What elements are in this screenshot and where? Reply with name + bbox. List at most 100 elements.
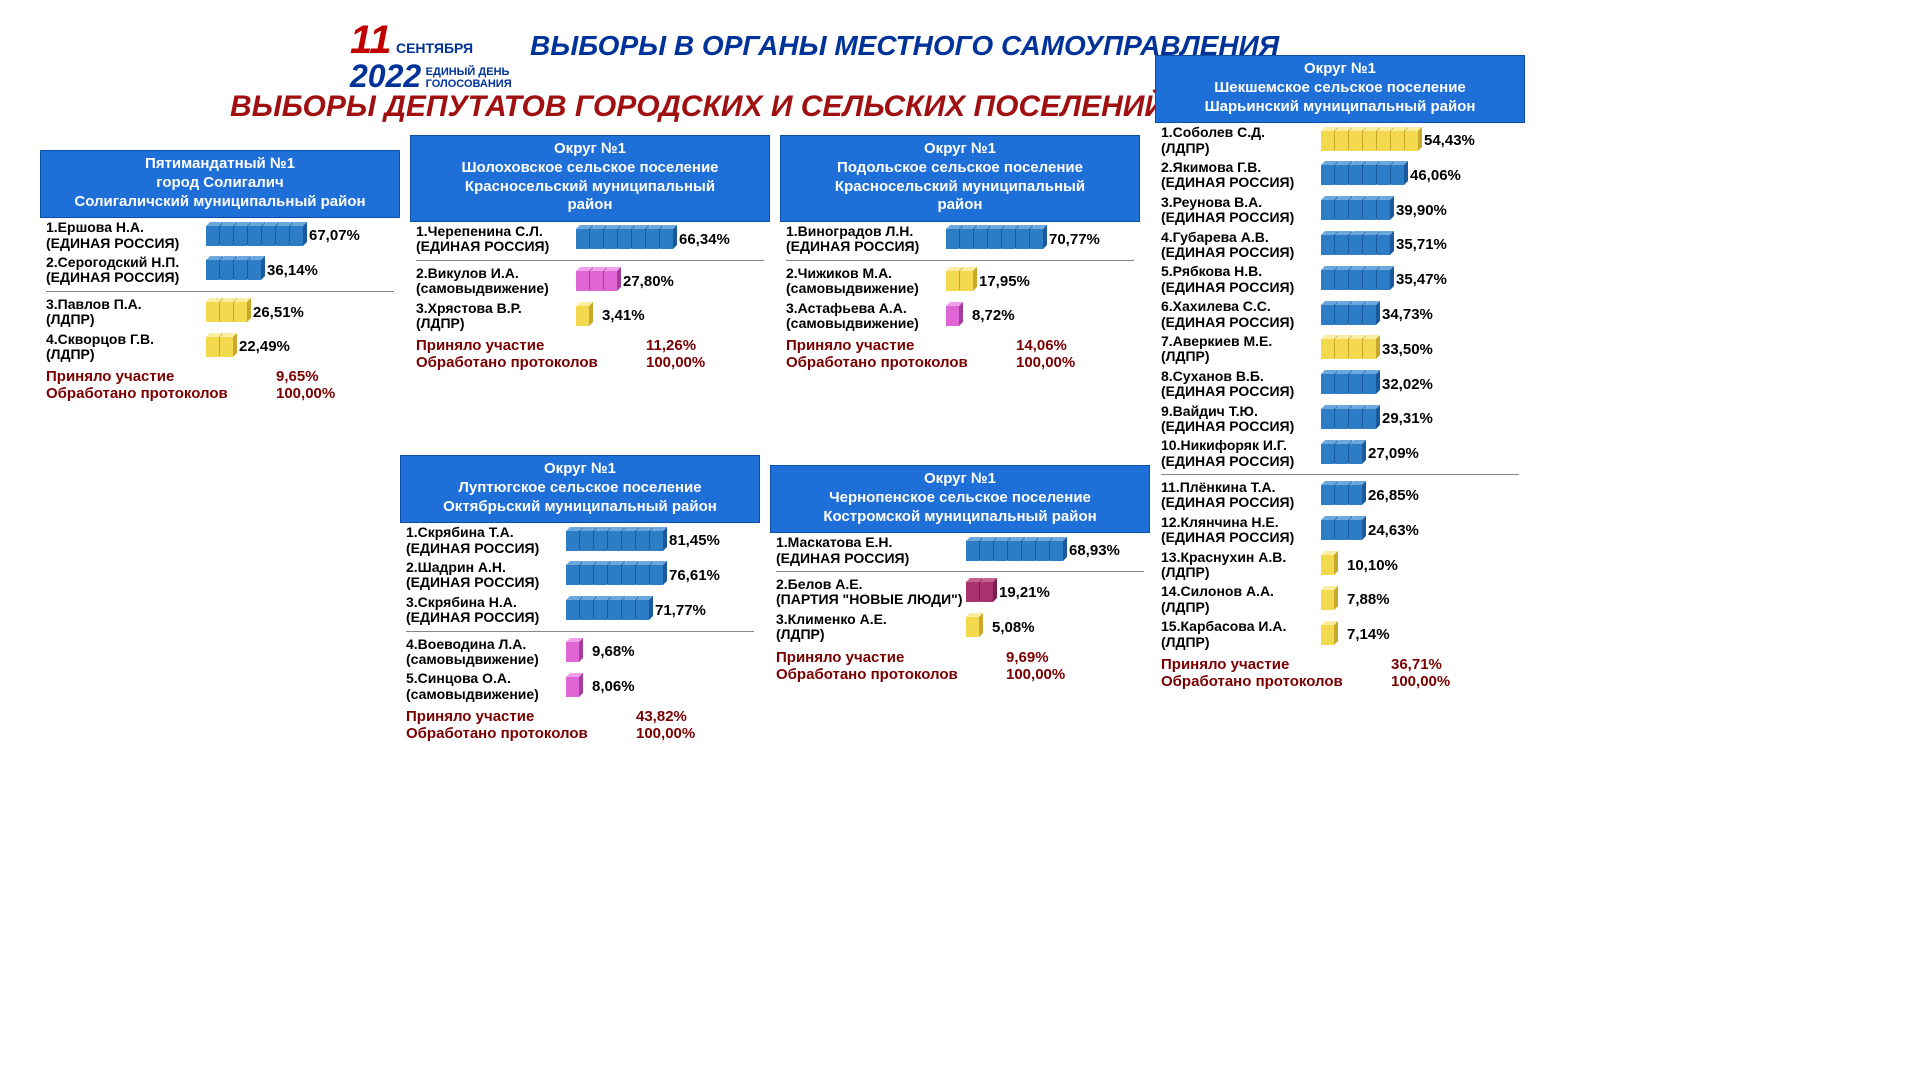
bar-cube — [980, 582, 993, 602]
candidate-label: 8.Суханов В.Б.(ЕДИНАЯ РОССИЯ) — [1161, 369, 1321, 400]
bar-cube — [1335, 374, 1348, 394]
candidate-percent: 32,02% — [1382, 376, 1433, 393]
bar-cube — [980, 541, 993, 561]
candidate-label: 1.Ершова Н.А.(ЕДИНАЯ РОССИЯ) — [46, 220, 206, 251]
bar-cube — [650, 565, 663, 585]
candidate-row: 4.Скворцов Г.В.(ЛДПР)22,49% — [40, 330, 400, 365]
candidate-percent: 39,90% — [1396, 202, 1447, 219]
bar-cube — [594, 600, 607, 620]
bar-cube — [1391, 131, 1404, 151]
candidate-row: 5.Синцова О.А.(самовыдвижение)8,06% — [400, 669, 760, 704]
panel-header: Пятимандатный №1город СолигаличСолигалич… — [40, 150, 400, 218]
bar-cube — [1349, 305, 1362, 325]
panel-stats: Приняло участие9,69%Обработано протоколо… — [770, 645, 1150, 683]
candidate-row: 9.Вайдич Т.Ю.(ЕДИНАЯ РОССИЯ)29,31% — [1155, 402, 1525, 437]
candidate-percent: 5,08% — [992, 619, 1035, 636]
candidate-label: 7.Аверкиев М.Е.(ЛДПР) — [1161, 334, 1321, 365]
candidate-percent: 10,10% — [1347, 557, 1398, 574]
page-subtitle: ВЫБОРЫ ДЕПУТАТОВ ГОРОДСКИХ И СЕЛЬСКИХ ПО… — [230, 90, 1166, 124]
bar-cube — [220, 337, 233, 357]
bar-cube — [1349, 235, 1362, 255]
panel-header: Округ №1Чернопенское сельское поселениеК… — [770, 465, 1150, 533]
candidate-label: 2.Серогодский Н.П.(ЕДИНАЯ РОССИЯ) — [46, 255, 206, 286]
candidate-percent: 29,31% — [1382, 410, 1433, 427]
candidate-row: 1.Черепенина С.Л.(ЕДИНАЯ РОССИЯ)66,34% — [410, 222, 770, 257]
bar-cube — [1030, 229, 1043, 249]
bar-cube — [1022, 541, 1035, 561]
bar-cube — [1377, 270, 1390, 290]
candidate-percent: 24,63% — [1368, 522, 1419, 539]
bar-cube — [1363, 270, 1376, 290]
candidate-percent: 66,34% — [679, 231, 730, 248]
bar-cube — [660, 229, 673, 249]
bar-group — [1321, 444, 1362, 464]
bar-cube — [1321, 409, 1334, 429]
candidate-row: 3.Реунова В.А.(ЕДИНАЯ РОССИЯ) 39,90% — [1155, 193, 1525, 228]
bar-cube — [566, 677, 579, 697]
candidate-row: 11.Плёнкина Т.А.(ЕДИНАЯ РОССИЯ)26,85% — [1155, 478, 1525, 513]
candidate-row: 12.Клянчина Н.Е.(ЕДИНАЯ РОССИЯ)24,63% — [1155, 513, 1525, 548]
candidate-label: 3.Реунова В.А.(ЕДИНАЯ РОССИЯ) — [1161, 195, 1321, 226]
candidate-label: 5.Синцова О.А.(самовыдвижение) — [406, 671, 566, 702]
bar-cube — [262, 226, 275, 246]
bar-group — [206, 226, 303, 246]
panel-header: Округ №1Шолоховское сельское поселениеКр… — [410, 135, 770, 222]
logo-day: 11 — [350, 18, 392, 62]
candidate-row: 2.Белов А.Е.(ПАРТИЯ "НОВЫЕ ЛЮДИ")19,21% — [770, 575, 1150, 610]
candidate-percent: 36,14% — [267, 262, 318, 279]
turnout-label: Приняло участие — [1161, 656, 1391, 673]
candidate-row: 1.Маскатова Е.Н.(ЕДИНАЯ РОССИЯ)68,93% — [770, 533, 1150, 568]
candidate-row: 6.Хахилева С.С.(ЕДИНАЯ РОССИЯ)34,73% — [1155, 297, 1525, 332]
processed-label: Обработано протоколов — [416, 354, 646, 371]
candidate-row: 3.Скрябина Н.А.(ЕДИНАЯ РОССИЯ)71,77% — [400, 593, 760, 628]
processed-value: 100,00% — [1016, 354, 1075, 371]
candidate-row: 1.Ершова Н.А.(ЕДИНАЯ РОССИЯ)67,07% — [40, 218, 400, 253]
candidate-percent: 17,95% — [979, 273, 1030, 290]
candidate-percent: 3,41% — [602, 307, 645, 324]
bar-cube — [276, 226, 289, 246]
candidate-label: 1.Виноградов Л.Н.(ЕДИНАЯ РОССИЯ) — [786, 224, 946, 255]
candidate-label: 10.Никифоряк И.Г.(ЕДИНАЯ РОССИЯ) — [1161, 438, 1321, 469]
bar-cube — [1335, 339, 1348, 359]
bar-cube — [1321, 270, 1334, 290]
candidate-label: 2.Шадрин А.Н.(ЕДИНАЯ РОССИЯ) — [406, 560, 566, 591]
bar-cube — [1377, 131, 1390, 151]
bar-group — [1321, 131, 1418, 151]
candidate-percent: 68,93% — [1069, 542, 1120, 559]
candidate-label: 6.Хахилева С.С.(ЕДИНАЯ РОССИЯ) — [1161, 299, 1321, 330]
turnout-value: 36,71% — [1391, 656, 1442, 673]
candidate-row: 10.Никифоряк И.Г.(ЕДИНАЯ РОССИЯ)27,09% — [1155, 436, 1525, 471]
candidate-label: 4.Губарева А.В.(ЕДИНАЯ РОССИЯ) — [1161, 230, 1321, 261]
bar-group — [1321, 235, 1390, 255]
candidate-percent: 70,77% — [1049, 231, 1100, 248]
bar-cube — [594, 565, 607, 585]
bar-cube — [608, 531, 621, 551]
candidate-percent: 76,61% — [669, 567, 720, 584]
bar-cube — [1321, 625, 1334, 645]
district-panel: Округ №1Шолоховское сельское поселениеКр… — [410, 135, 770, 371]
bar-cube — [580, 600, 593, 620]
bar-cube — [604, 229, 617, 249]
candidate-row: 1.Виноградов Л.Н.(ЕДИНАЯ РОССИЯ) 70,77% — [780, 222, 1140, 257]
candidate-percent: 81,45% — [669, 532, 720, 549]
bar-cube — [1335, 131, 1348, 151]
panel-header: Округ №1Луптюгское сельское поселениеОкт… — [400, 455, 760, 523]
bar-cube — [566, 600, 579, 620]
candidate-percent: 19,21% — [999, 584, 1050, 601]
bar-cube — [1335, 409, 1348, 429]
bar-cube — [1321, 555, 1334, 575]
bar-cube — [1321, 305, 1334, 325]
bar-cube — [1335, 444, 1348, 464]
bar-cube — [1349, 374, 1362, 394]
bar-cube — [234, 226, 247, 246]
bar-cube — [966, 541, 979, 561]
bar-group — [1321, 555, 1341, 575]
candidate-label: 5.Рябкова Н.В.(ЕДИНАЯ РОССИЯ) — [1161, 264, 1321, 295]
district-panel: Округ №1Шекшемское сельское поселениеШар… — [1155, 55, 1525, 690]
bar-group — [1321, 270, 1390, 290]
bar-cube — [1002, 229, 1015, 249]
bar-group — [1321, 590, 1341, 610]
bar-cube — [1321, 520, 1334, 540]
candidate-percent: 9,68% — [592, 643, 635, 660]
candidate-label: 1.Соболев С.Д.(ЛДПР) — [1161, 125, 1321, 156]
